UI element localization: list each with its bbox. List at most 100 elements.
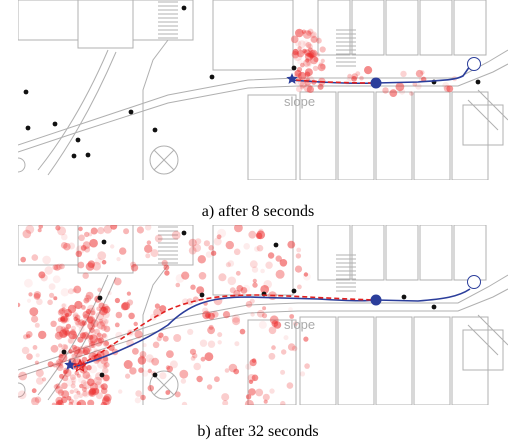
particle (59, 263, 65, 270)
particle (320, 63, 326, 70)
particle (294, 69, 302, 77)
landmark (25, 125, 31, 131)
particle (81, 320, 87, 326)
particle (74, 314, 81, 321)
particle (102, 363, 108, 369)
particle (87, 399, 95, 405)
landmark (101, 239, 107, 245)
particle (174, 391, 181, 398)
particle (150, 249, 159, 258)
particle (231, 314, 241, 323)
particle (101, 333, 108, 340)
particle (289, 314, 295, 319)
particle (166, 350, 174, 358)
particle (97, 332, 102, 338)
particle (55, 225, 61, 231)
particle (92, 261, 101, 271)
particle (298, 40, 306, 49)
particle (400, 70, 407, 78)
particle (97, 287, 102, 292)
particle (33, 291, 42, 299)
particle (24, 278, 33, 288)
particle (208, 324, 214, 330)
particle (22, 229, 32, 239)
particle (33, 293, 41, 300)
particle (210, 250, 217, 256)
particle (90, 227, 98, 235)
particle (102, 367, 109, 374)
particle (202, 307, 209, 314)
caption-a: a) after 8 seconds (201, 203, 315, 220)
particle (102, 395, 110, 402)
particle (248, 388, 256, 396)
particle (60, 315, 68, 324)
start-star-icon (64, 359, 76, 370)
particle (256, 309, 265, 318)
particle (312, 65, 319, 72)
particle (31, 396, 37, 403)
particle (130, 261, 137, 268)
particle (315, 35, 321, 41)
particle (60, 316, 66, 322)
particle (34, 360, 39, 365)
particle (304, 363, 310, 369)
landmark (85, 152, 91, 158)
particle (188, 238, 197, 247)
particle (52, 362, 58, 368)
particle (82, 390, 90, 398)
particle (251, 266, 259, 273)
particle (133, 321, 138, 327)
particle (61, 233, 68, 241)
particle (77, 399, 87, 405)
particle (87, 334, 95, 343)
particle (141, 370, 149, 377)
particle (62, 328, 70, 336)
particle (221, 393, 230, 402)
particle (84, 231, 90, 238)
particle (120, 302, 129, 311)
particle (307, 28, 314, 35)
particle (110, 244, 115, 249)
particle (95, 333, 104, 341)
estimate-start-star-outline-icon (72, 358, 88, 373)
particle (217, 340, 222, 345)
particle (286, 382, 294, 389)
panel-after-32-seconds: slope (18, 225, 508, 405)
particle (94, 381, 102, 389)
particle (159, 305, 167, 313)
particle (63, 316, 70, 323)
landmark (431, 304, 437, 310)
particle (31, 254, 39, 261)
particle (104, 340, 109, 346)
particle (36, 298, 43, 306)
particle (100, 306, 107, 312)
particle (99, 318, 108, 327)
particle (67, 337, 75, 344)
particle (91, 387, 100, 396)
particle (69, 389, 74, 394)
particle (228, 363, 238, 373)
particle (306, 30, 312, 36)
particle (85, 333, 90, 338)
particle (25, 331, 33, 338)
particle (65, 323, 72, 330)
particle (248, 379, 254, 384)
particle (89, 387, 97, 395)
particle (293, 321, 298, 327)
particle (169, 360, 178, 369)
particle (138, 367, 144, 373)
particle (78, 226, 83, 232)
particle (90, 329, 97, 336)
particle (275, 255, 282, 262)
particle (205, 251, 213, 258)
landmark (401, 294, 407, 300)
particle (72, 346, 81, 355)
particle (207, 326, 216, 335)
particle (103, 225, 113, 234)
floorplan-map (18, 0, 508, 180)
particle (57, 309, 64, 316)
particle (316, 37, 322, 44)
particle (47, 299, 53, 306)
particle (256, 244, 264, 252)
particle (76, 319, 86, 329)
